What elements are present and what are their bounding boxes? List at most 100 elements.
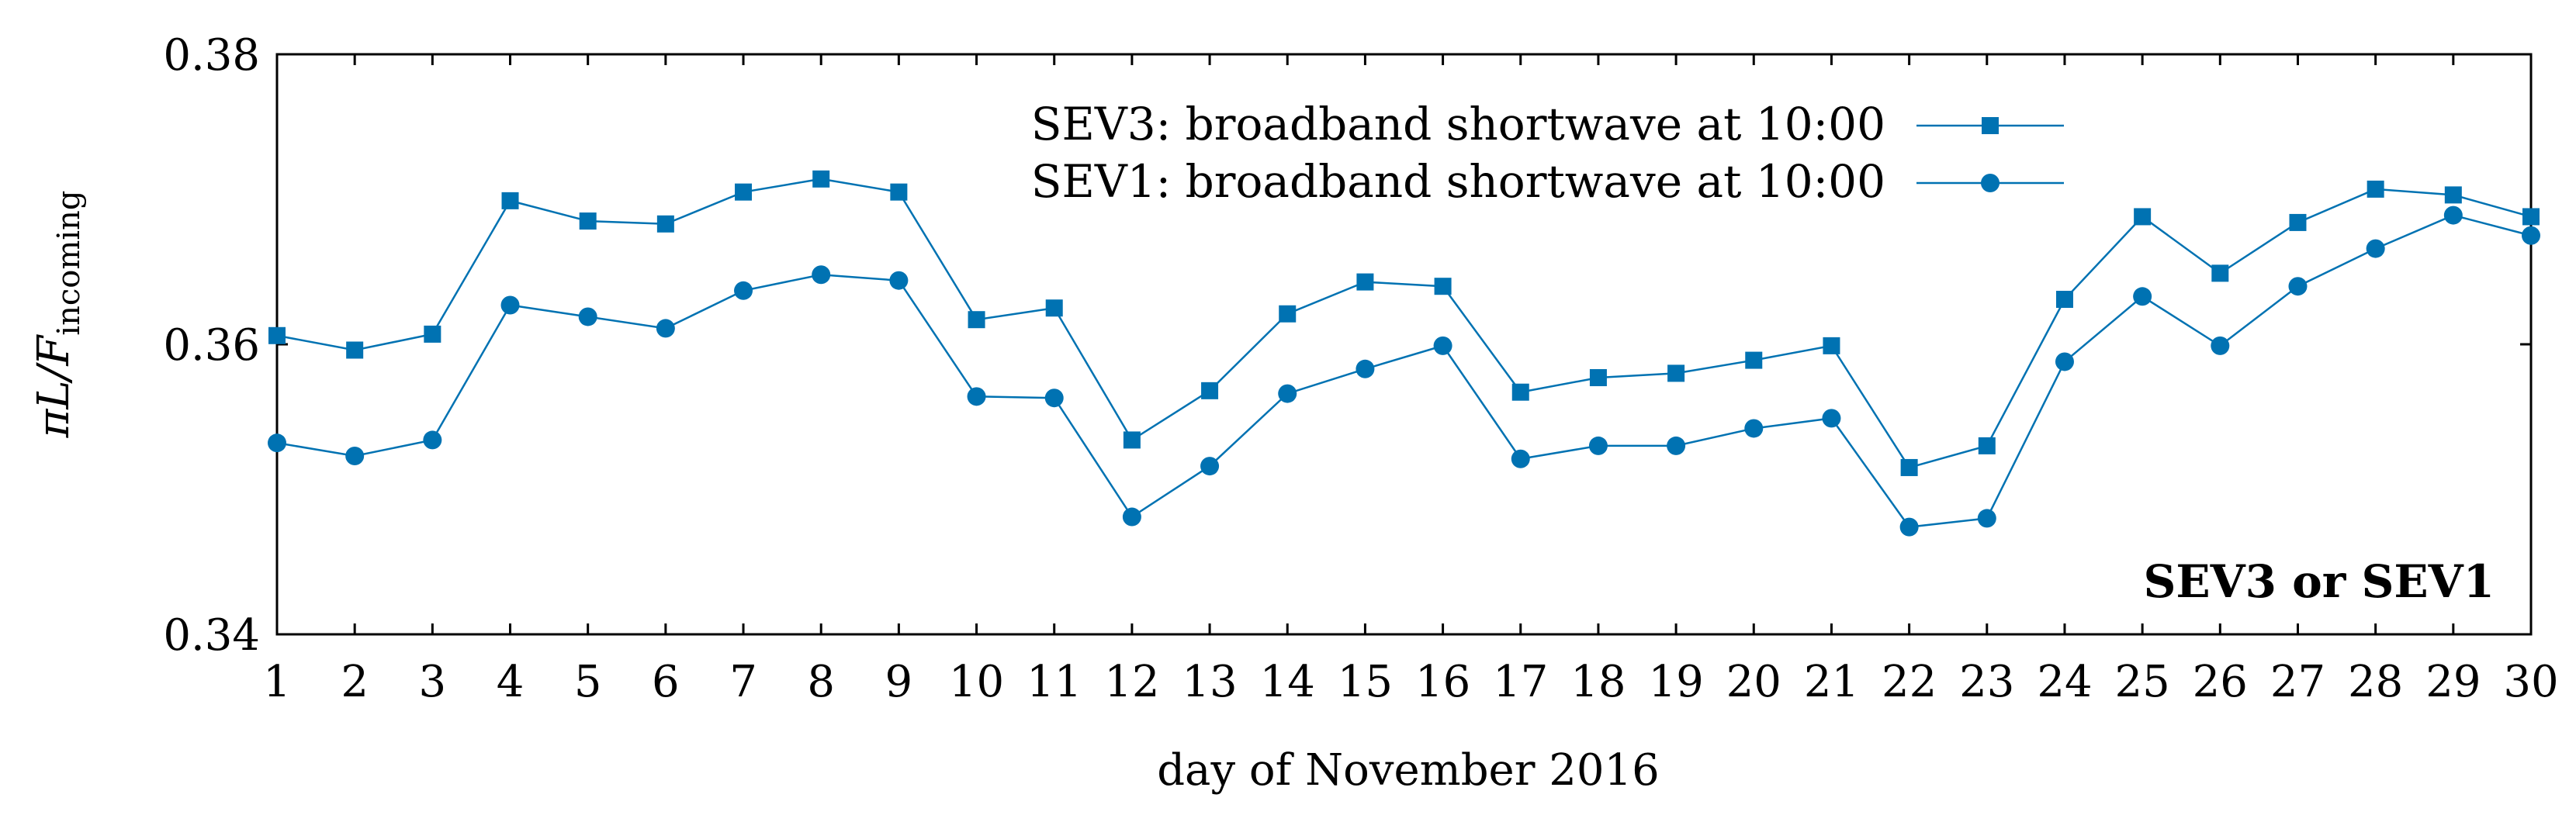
data-point: [578, 307, 597, 326]
x-tick-label: 24: [2037, 657, 2092, 707]
data-point: [1667, 364, 1685, 382]
series-layer: [268, 170, 2540, 537]
data-point: [1356, 359, 1375, 378]
data-point: [968, 311, 985, 329]
data-point: [656, 215, 674, 233]
data-point: [735, 183, 753, 201]
x-tick-label: 20: [1726, 657, 1781, 707]
data-point: [967, 387, 986, 406]
data-point: [1044, 389, 1064, 408]
x-tick-label: 23: [1959, 657, 2014, 707]
x-tick-label: 3: [419, 657, 447, 707]
x-tick-label: 1: [263, 657, 291, 707]
x-tick-label: 30: [2503, 657, 2558, 707]
x-tick-label: 21: [1804, 657, 1859, 707]
data-point: [2289, 213, 2307, 231]
x-axis-label: day of November 2016: [1157, 745, 1660, 796]
x-tick-label: 4: [497, 657, 525, 707]
x-tick-label: 16: [1415, 657, 1470, 707]
legend-marker: [1982, 117, 1999, 134]
data-point: [1279, 305, 1297, 323]
data-point: [500, 295, 520, 315]
data-point: [1589, 369, 1607, 387]
y-tick-label: 0.34: [163, 610, 260, 661]
x-tick-label: 29: [2425, 657, 2481, 707]
data-point: [1511, 383, 1529, 401]
x-tick-label: 22: [1882, 657, 1937, 707]
data-point: [424, 325, 441, 343]
data-point: [501, 192, 519, 209]
y-tick-label: 0.38: [163, 30, 260, 81]
chart-annotation: SEV3 or SEV1: [2143, 555, 2495, 608]
x-tick-label: 17: [1493, 657, 1548, 707]
x-tick-label: 26: [2193, 657, 2248, 707]
data-point: [1823, 337, 1840, 354]
data-point: [2133, 287, 2152, 306]
y-tick-label: 0.36: [163, 320, 260, 371]
data-point: [2055, 291, 2073, 309]
series-sev3: [268, 170, 2540, 476]
data-point: [1200, 457, 1220, 476]
data-point: [268, 326, 286, 344]
x-tick-label: 13: [1182, 657, 1237, 707]
data-point: [1045, 299, 1063, 317]
x-tick-label: 7: [729, 657, 757, 707]
x-tick-label: 18: [1570, 657, 1626, 707]
legend-entry-sev3: SEV3: broadband shortwave at 10:00: [1031, 98, 1885, 150]
data-point: [1356, 273, 1374, 291]
x-tick-label: 12: [1104, 657, 1159, 707]
x-tick-label: 27: [2270, 657, 2325, 707]
x-tick-label: 5: [574, 657, 602, 707]
data-point: [1744, 419, 1764, 438]
legend-marker: [1981, 174, 2000, 192]
x-tick-label: 14: [1260, 657, 1315, 707]
data-point: [1900, 458, 1918, 476]
x-tick-label: 28: [2348, 657, 2403, 707]
data-point: [345, 446, 365, 465]
x-tick-label: 6: [652, 657, 680, 707]
svg-text:πL/Fincoming: πL/Fincoming: [29, 191, 87, 439]
data-point: [423, 430, 442, 450]
legend-entry-sev1: SEV1: broadband shortwave at 10:00: [1031, 155, 1885, 208]
data-point: [2055, 352, 2074, 371]
data-point: [1667, 436, 1686, 455]
series-line: [276, 214, 2532, 528]
data-point: [2522, 208, 2540, 226]
data-point: [734, 281, 753, 300]
data-point: [889, 271, 909, 290]
data-point: [2366, 239, 2385, 258]
data-point: [2444, 186, 2462, 204]
data-point: [1588, 436, 1608, 455]
data-point: [656, 319, 675, 338]
data-point: [1822, 409, 1841, 428]
x-tick-label: 9: [885, 657, 913, 707]
x-tick-label: 2: [341, 657, 369, 707]
series-sev1: [268, 205, 2540, 537]
data-point: [346, 341, 364, 359]
x-tick-label: 15: [1338, 657, 1393, 707]
y-axis-label: πL/Fincoming: [29, 191, 87, 439]
legend: SEV3: broadband shortwave at 10:00 SEV1:…: [1031, 98, 2064, 208]
data-point: [1434, 278, 1452, 295]
data-point: [2288, 277, 2308, 296]
data-point: [1433, 336, 1452, 355]
data-point: [2522, 226, 2540, 245]
data-point: [2211, 336, 2230, 355]
data-point: [2134, 208, 2152, 226]
data-point: [1899, 517, 1919, 537]
data-point: [1122, 507, 1141, 527]
y-axis-label-main: πL/F: [29, 334, 79, 439]
axis-ticks: 1 2 3 4 5 6 7 8 9 10 11 12 13 14 15 16 17 18 19 20 21 22 23 24 2…: [163, 30, 2558, 707]
x-tick-label: 8: [807, 657, 835, 707]
data-point: [1978, 437, 1996, 454]
data-point: [812, 170, 830, 188]
data-point: [890, 183, 908, 201]
x-tick-label: 19: [1648, 657, 1703, 707]
data-point: [268, 433, 286, 453]
data-point: [2211, 264, 2229, 282]
data-point: [1278, 384, 1297, 403]
series-line: [276, 178, 2532, 469]
data-point: [579, 212, 597, 230]
data-point: [2367, 180, 2384, 198]
